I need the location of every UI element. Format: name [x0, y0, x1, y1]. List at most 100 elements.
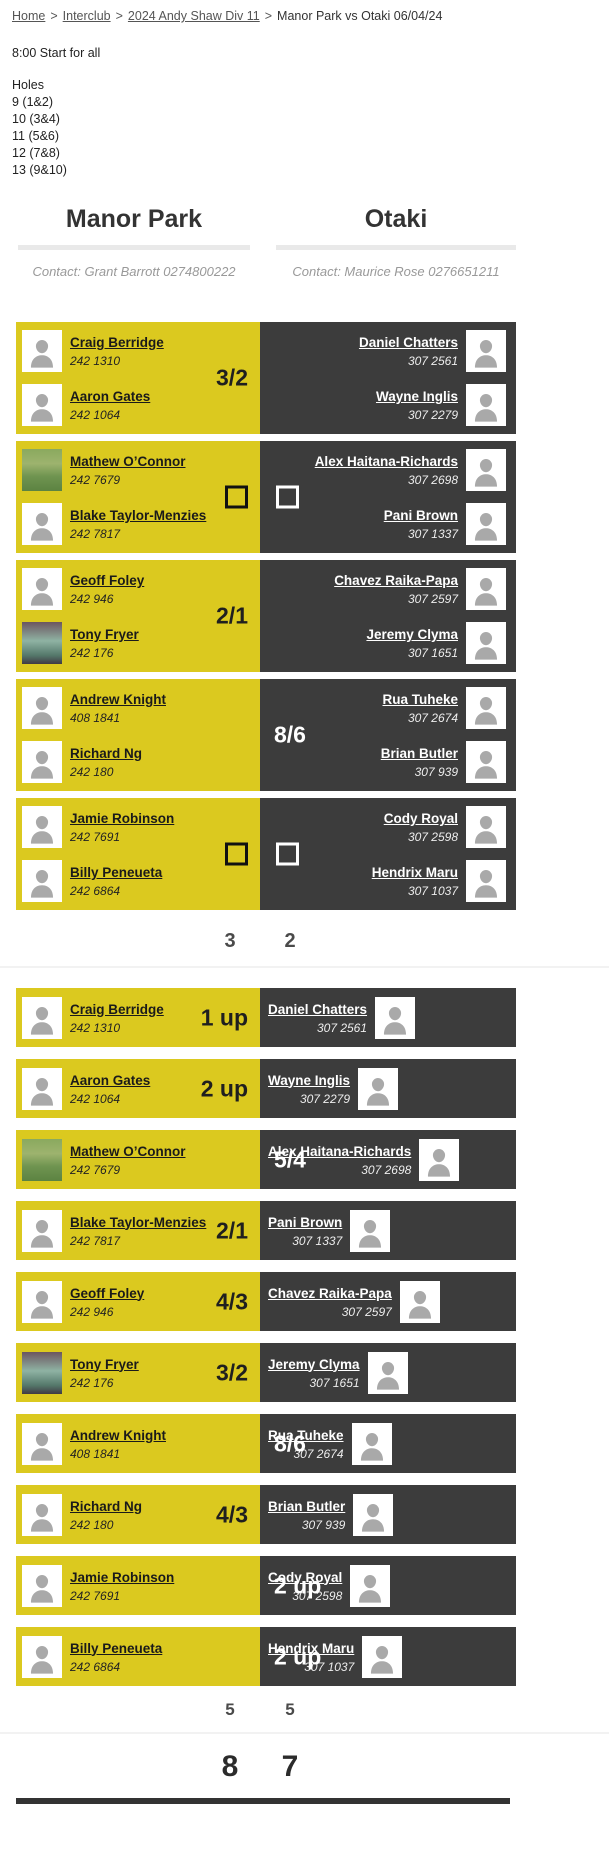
player-name-link[interactable]: Cody Royal [383, 811, 458, 826]
away-cell: Rua Tuheke 307 2674 Brian Butler 307 939… [260, 679, 516, 791]
player-name-link[interactable]: Andrew Knight [70, 1427, 166, 1443]
player-name-link[interactable]: Pani Brown [268, 1214, 343, 1230]
away-cell: Wayne Inglis 307 2279 [260, 1059, 516, 1118]
player-avatar [22, 330, 62, 372]
halved-checkbox[interactable] [225, 485, 248, 509]
player-number: 307 2279 [299, 1091, 351, 1106]
player-info: Cody Royal 307 2598 [384, 810, 458, 844]
player-name-link[interactable]: Jamie Robinson [70, 811, 175, 826]
breadcrumb-link-interclub[interactable]: Interclub [62, 9, 111, 23]
player-name-link[interactable]: Daniel Chatters [358, 335, 458, 350]
person-icon [30, 394, 54, 422]
player-name-link[interactable]: Daniel Chatters [268, 1001, 368, 1017]
player-name-link[interactable]: Jamie Robinson [70, 1569, 175, 1585]
player-info: Tony Fryer 242 176 [70, 626, 139, 660]
doubles-match-row: Geoff Foley 242 946 Tony Fryer 242 176 2… [16, 560, 516, 672]
home-team-name: Manor Park [65, 205, 203, 233]
player-name-link[interactable]: Jeremy Clyma [268, 1356, 360, 1372]
player-name-link[interactable]: Chavez Raika-Papa [268, 1285, 392, 1301]
player-name-link[interactable]: Brian Butler [268, 1498, 346, 1514]
player-info: Jeremy Clyma 307 1651 [366, 626, 458, 660]
player-avatar [466, 568, 506, 610]
singles-match-row: Jamie Robinson 242 7691 Cody Royal 307 2… [16, 1556, 516, 1615]
home-cell: Blake Taylor-Menzies 242 7817 2/1 [16, 1201, 260, 1260]
match-score: 5/4 [274, 1146, 306, 1172]
breadcrumb-link-home[interactable]: Home [12, 9, 46, 23]
player-name-link[interactable]: Billy Peneueta [70, 1640, 163, 1656]
player-info: Andrew Knight 408 1841 [70, 1427, 166, 1461]
player-name-link[interactable]: Billy Peneueta [70, 865, 163, 880]
player-number: 242 946 [70, 1304, 114, 1319]
breadcrumb-link-division[interactable]: 2024 Andy Shaw Div 11 [127, 9, 260, 23]
player: Alex Haitana-Richards 307 2698 [260, 1135, 469, 1185]
home-cell: Craig Berridge 242 1310 Aaron Gates 242 … [16, 322, 260, 434]
player-avatar [466, 860, 506, 902]
player-number: 307 2674 [407, 711, 458, 725]
teams-header: Manor Park Contact: Grant Barrott 027480… [18, 205, 609, 280]
player-name-link[interactable]: Richard Ng [70, 746, 143, 761]
player-name-link[interactable]: Geoff Foley [70, 1285, 145, 1301]
player-name-link[interactable]: Craig Berridge [70, 1001, 164, 1017]
player-name-link[interactable]: Andrew Knight [70, 692, 166, 707]
player-name-link[interactable]: Mathew O’Connor [70, 454, 186, 469]
doubles-match-row: Jamie Robinson 242 7691 Billy Peneueta 2… [16, 798, 516, 910]
player: Blake Taylor-Menzies 242 7817 [16, 499, 260, 549]
player-avatar [466, 622, 506, 664]
player-info: Daniel Chatters 307 2561 [359, 334, 458, 368]
player-name-link[interactable]: Rua Tuheke [382, 692, 458, 707]
player-name-link[interactable]: Aaron Gates [70, 389, 151, 404]
player-name-link[interactable]: Geoff Foley [70, 573, 145, 588]
player-number: 307 939 [414, 765, 458, 779]
player-name-link[interactable]: Tony Fryer [70, 627, 139, 642]
home-cell: Richard Ng 242 180 4/3 [16, 1485, 260, 1544]
player-name-link[interactable]: Blake Taylor-Menzies [70, 508, 207, 523]
player-name-link[interactable]: Jeremy Clyma [366, 627, 458, 642]
player-name-link[interactable]: Chavez Raika-Papa [334, 573, 458, 588]
player-number: 307 1037 [304, 1659, 355, 1674]
player-info: Blake Taylor-Menzies 242 7817 [70, 1214, 206, 1248]
away-cell: Jeremy Clyma 307 1651 [260, 1343, 516, 1402]
player-name-link[interactable]: Richard Ng [70, 1498, 143, 1514]
player-number: 307 1651 [407, 646, 458, 660]
player-avatar [22, 1564, 62, 1607]
player-avatar [466, 806, 506, 848]
player: Andrew Knight 408 1841 [16, 683, 260, 733]
doubles-match-row: Craig Berridge 242 1310 Aaron Gates 242 … [16, 322, 516, 434]
player-name-link[interactable]: Rua Tuheke [268, 1427, 344, 1443]
player: Jeremy Clyma 307 1651 [260, 618, 516, 668]
player-avatar [419, 1138, 460, 1181]
away-cell: Rua Tuheke 307 2674 8/6 [260, 1414, 516, 1473]
away-cell: Brian Butler 307 939 [260, 1485, 516, 1544]
player-name-link[interactable]: Wayne Inglis [268, 1072, 351, 1088]
home-team-column: Manor Park Contact: Grant Barrott 027480… [18, 205, 250, 280]
halved-checkbox[interactable] [276, 485, 299, 509]
player-number: 242 1310 [70, 354, 121, 368]
player-name-link[interactable]: Mathew O’Connor [70, 1143, 186, 1159]
holes-item: 12 (7&8) [12, 146, 60, 160]
player-name-link[interactable]: Aaron Gates [70, 1072, 151, 1088]
player-info: Richard Ng 242 180 [70, 745, 142, 779]
player-name-link[interactable]: Craig Berridge [70, 335, 164, 350]
player-name-link[interactable]: Alex Haitana-Richards [314, 454, 458, 469]
player-number: 242 176 [70, 646, 114, 660]
player-avatar [466, 384, 506, 426]
match-score: 1 up [200, 1004, 248, 1030]
match-score: 8/6 [274, 721, 306, 748]
player-name-link[interactable]: Wayne Inglis [375, 389, 458, 404]
player-name-link[interactable]: Hendrix Maru [371, 865, 458, 880]
player-avatar [22, 1067, 62, 1110]
person-icon [30, 816, 54, 844]
player-name-link[interactable]: Pani Brown [383, 508, 458, 523]
player-name-link[interactable]: Tony Fryer [70, 1356, 139, 1372]
player-name-link[interactable]: Blake Taylor-Menzies [70, 1214, 207, 1230]
person-icon [362, 1503, 385, 1532]
halved-checkbox[interactable] [225, 842, 248, 866]
player-name-link[interactable]: Cody Royal [268, 1569, 343, 1585]
halved-checkbox[interactable] [276, 842, 299, 866]
person-icon [30, 1503, 54, 1532]
player-number: 307 2561 [316, 1020, 368, 1035]
player-number: 307 939 [301, 1517, 346, 1532]
player-name-link[interactable]: Brian Butler [380, 746, 458, 761]
player-name-link[interactable]: Hendrix Maru [268, 1640, 355, 1656]
player-name-link[interactable]: Alex Haitana-Richards [268, 1143, 412, 1159]
